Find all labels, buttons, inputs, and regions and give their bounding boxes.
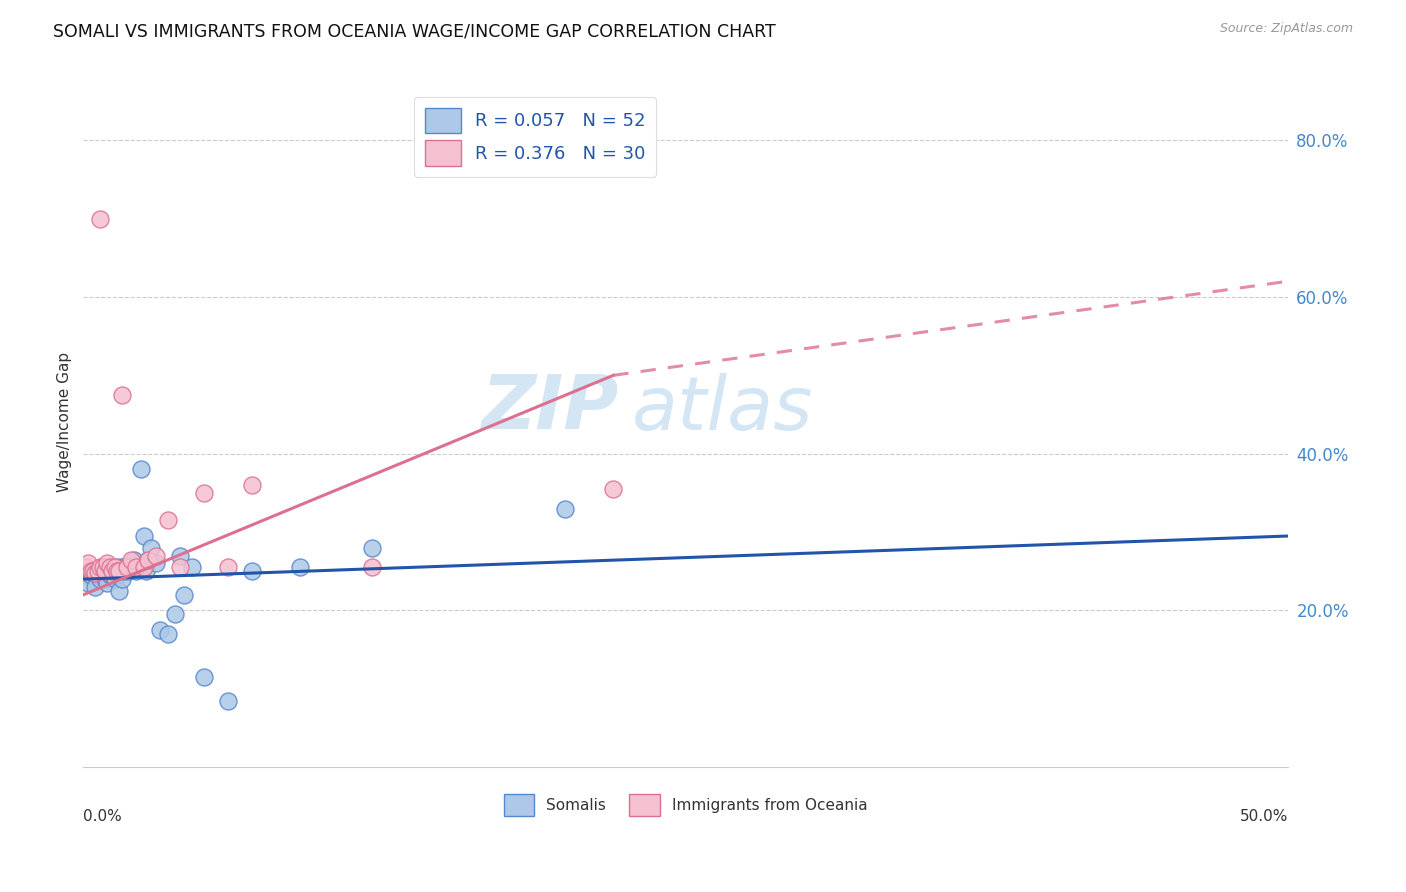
- Text: SOMALI VS IMMIGRANTS FROM OCEANIA WAGE/INCOME GAP CORRELATION CHART: SOMALI VS IMMIGRANTS FROM OCEANIA WAGE/I…: [53, 22, 776, 40]
- Point: [96, 557, 118, 571]
- Point: [98, 568, 121, 582]
- Point: [112, 560, 135, 574]
- Point: [104, 564, 127, 578]
- Point: [87, 564, 110, 578]
- Point: [602, 482, 624, 496]
- Point: [96, 560, 118, 574]
- Point: [105, 560, 128, 574]
- Point: [108, 564, 131, 578]
- Point: [101, 560, 124, 574]
- Point: [125, 560, 148, 574]
- Point: [98, 564, 121, 578]
- Point: [132, 560, 155, 574]
- Point: [180, 560, 202, 574]
- Point: [77, 576, 100, 591]
- Point: [145, 557, 167, 571]
- Point: [156, 513, 179, 527]
- Point: [135, 564, 157, 578]
- Point: [82, 564, 104, 578]
- Point: [118, 564, 141, 578]
- Point: [108, 583, 131, 598]
- Point: [193, 670, 215, 684]
- Point: [91, 560, 114, 574]
- Point: [98, 560, 121, 574]
- Point: [82, 566, 104, 580]
- Point: [79, 564, 101, 578]
- Point: [89, 564, 111, 578]
- Text: 50.0%: 50.0%: [1240, 809, 1288, 823]
- Point: [115, 560, 138, 574]
- Point: [105, 564, 128, 578]
- Point: [91, 560, 114, 574]
- Point: [112, 564, 135, 578]
- Point: [104, 572, 127, 586]
- Point: [217, 693, 239, 707]
- Point: [104, 560, 127, 574]
- Point: [79, 568, 101, 582]
- Point: [111, 560, 134, 574]
- Point: [149, 623, 172, 637]
- Text: atlas: atlas: [631, 373, 813, 444]
- Point: [89, 572, 111, 586]
- Point: [101, 564, 124, 578]
- Text: 0.0%: 0.0%: [83, 809, 122, 823]
- Point: [87, 568, 110, 582]
- Point: [288, 560, 311, 574]
- Point: [89, 211, 111, 226]
- Text: ZIP: ZIP: [482, 372, 620, 445]
- Point: [94, 564, 117, 578]
- Point: [169, 549, 191, 563]
- Point: [125, 564, 148, 578]
- Point: [122, 552, 145, 566]
- Point: [240, 478, 263, 492]
- Point: [121, 560, 143, 574]
- Legend: Somalis, Immigrants from Oceania: Somalis, Immigrants from Oceania: [498, 788, 873, 822]
- Point: [173, 588, 195, 602]
- Point: [84, 580, 107, 594]
- Point: [193, 486, 215, 500]
- Point: [111, 572, 134, 586]
- Point: [240, 564, 263, 578]
- Point: [121, 552, 143, 566]
- Point: [138, 552, 160, 566]
- Point: [84, 564, 107, 578]
- Point: [217, 560, 239, 574]
- Point: [163, 607, 186, 622]
- Point: [139, 541, 162, 555]
- Text: Source: ZipAtlas.com: Source: ZipAtlas.com: [1219, 22, 1353, 36]
- Point: [129, 462, 152, 476]
- Point: [169, 560, 191, 574]
- Point: [156, 627, 179, 641]
- Point: [132, 529, 155, 543]
- Point: [138, 552, 160, 566]
- Point: [361, 560, 384, 574]
- Point: [75, 560, 97, 574]
- Point: [101, 568, 124, 582]
- Point: [96, 576, 118, 591]
- Point: [89, 560, 111, 574]
- Point: [111, 388, 134, 402]
- Point: [75, 568, 97, 582]
- Point: [108, 564, 131, 578]
- Point: [128, 560, 150, 574]
- Point: [145, 549, 167, 563]
- Point: [361, 541, 384, 555]
- Point: [84, 566, 107, 580]
- Point: [77, 557, 100, 571]
- Point: [94, 572, 117, 586]
- Point: [91, 568, 114, 582]
- Y-axis label: Wage/Income Gap: Wage/Income Gap: [58, 352, 72, 492]
- Point: [115, 560, 138, 574]
- Point: [105, 564, 128, 578]
- Point: [554, 501, 576, 516]
